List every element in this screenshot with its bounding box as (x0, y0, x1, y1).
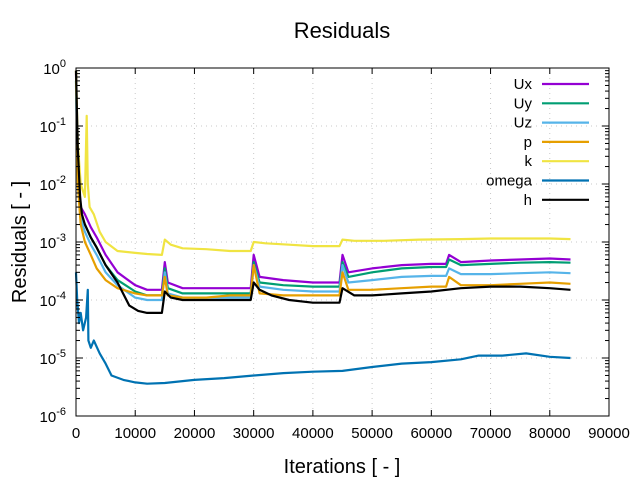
y-tick-label: 100 (43, 58, 66, 78)
legend-label-h: h (524, 192, 532, 209)
y-axis-ticks: 10-6 10-5 10-4 10-3 10-2 10-1 100 (40, 58, 609, 426)
chart-title: Residuals (294, 18, 391, 43)
x-tick-label: 10000 (114, 425, 156, 442)
x-tick-label: 80000 (529, 425, 571, 442)
legend-label-p: p (524, 134, 532, 151)
x-tick-label: 30000 (233, 425, 275, 442)
y-tick-label: 10-6 (40, 406, 66, 426)
legend-label-omega: omega (486, 173, 533, 190)
grid-lines (76, 68, 609, 416)
y-tick-label: 10-2 (40, 174, 66, 194)
x-tick-label: 0 (72, 425, 80, 442)
series-line-k (74, 70, 571, 256)
legend-label-Uz: Uz (514, 115, 532, 132)
x-axis-ticks: 0 10000 20000 30000 40000 50000 60000 70000 8000… (72, 68, 630, 442)
x-tick-label: 40000 (292, 425, 334, 442)
y-tick-label: 10-1 (40, 116, 66, 136)
series-layer (74, 70, 571, 385)
series-line-omega (74, 272, 571, 385)
series-line-h (74, 70, 571, 314)
y-tick-label: 10-3 (40, 232, 66, 252)
x-axis-label: Iterations [ - ] (284, 456, 401, 478)
x-tick-label: 20000 (174, 425, 216, 442)
x-tick-label: 60000 (410, 425, 452, 442)
x-tick-label: 70000 (470, 425, 512, 442)
x-tick-label: 90000 (588, 425, 630, 442)
legend-label-k: k (525, 153, 533, 170)
series-line-p (74, 70, 571, 299)
x-tick-label: 50000 (351, 425, 393, 442)
y-tick-label: 10-4 (40, 290, 66, 310)
y-axis-label: Residuals [ - ] (9, 181, 31, 303)
series-line-Uz (74, 85, 571, 302)
y-tick-label: 10-5 (40, 348, 66, 368)
legend: Ux Uy Uz pk omega h (486, 76, 589, 209)
legend-label-Uy: Uy (514, 95, 533, 112)
legend-label-Ux: Ux (514, 76, 533, 93)
